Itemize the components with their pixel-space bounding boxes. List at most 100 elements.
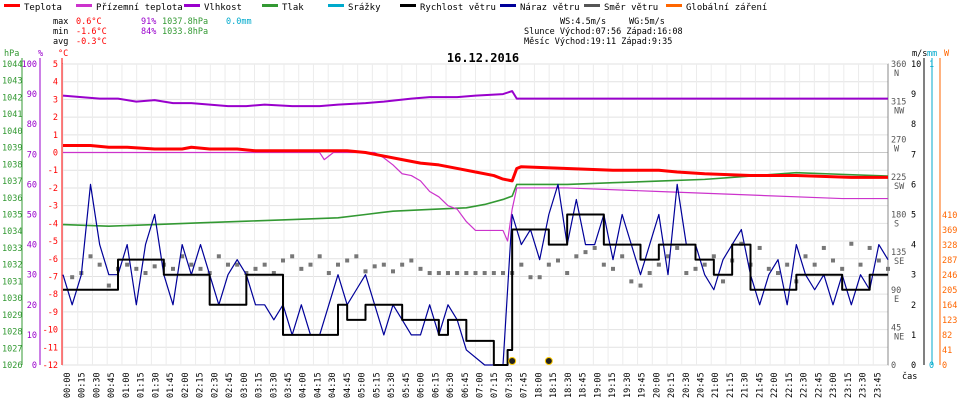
x-tick: 07:15 bbox=[490, 372, 500, 398]
x-tick: 07:45 bbox=[520, 372, 530, 398]
wind-direction-point bbox=[281, 258, 285, 263]
wind-direction-point bbox=[391, 269, 395, 274]
wind-direction-point bbox=[821, 245, 826, 250]
degc-tick: 5 bbox=[53, 60, 58, 70]
ms-tick: 7 bbox=[911, 150, 916, 160]
wind-direction-point bbox=[629, 279, 634, 284]
dir-tick: 315 bbox=[891, 98, 906, 108]
wind-direction-point bbox=[189, 262, 194, 267]
ms-tick: 2 bbox=[911, 301, 916, 311]
pct-tick: 60 bbox=[27, 180, 37, 190]
hpa-tick: 1042 bbox=[2, 93, 22, 103]
dir-tick-name: W bbox=[894, 144, 900, 154]
x-tick: 02:30 bbox=[210, 372, 220, 398]
wind-direction-point bbox=[501, 271, 505, 276]
series-marks bbox=[62, 90, 890, 366]
wind-direction-point bbox=[693, 266, 698, 271]
x-tick: 03:30 bbox=[269, 372, 279, 398]
degc-tick: -12 bbox=[43, 361, 58, 371]
ms-tick: 9 bbox=[911, 90, 916, 100]
wind-direction-point bbox=[684, 271, 689, 276]
x-tick: 18:00 bbox=[534, 372, 544, 398]
hpa-tick: 1031 bbox=[2, 277, 22, 287]
legend-item: Směr větru bbox=[584, 3, 658, 13]
x-tick: 00:45 bbox=[107, 372, 117, 398]
hpa-tick: 1030 bbox=[2, 294, 22, 304]
mm-tick: 1 bbox=[929, 60, 934, 70]
hpa-tick: 1026 bbox=[2, 361, 22, 371]
wind-direction-point bbox=[638, 283, 643, 288]
dir-tick: 90 bbox=[891, 286, 901, 296]
wind-direction-point bbox=[491, 271, 496, 276]
dir-tick-name: SW bbox=[894, 182, 905, 192]
wind-direction-point bbox=[886, 266, 890, 271]
stats-block: max 0.6°C 91% 1037.8hPa 0.0mm min -1.6°C 84% 103… bbox=[53, 17, 252, 47]
degc-tick: -2 bbox=[48, 184, 58, 194]
dir-tick-name: NW bbox=[894, 107, 905, 117]
wind-direction-point bbox=[858, 262, 863, 267]
series-ground-temperature bbox=[63, 151, 888, 242]
pct-tick: 10 bbox=[27, 331, 37, 341]
wind-direction-point bbox=[143, 271, 148, 276]
pct-tick: 50 bbox=[27, 211, 37, 221]
wind-direction-point bbox=[831, 258, 835, 263]
x-tick: 07:00 bbox=[476, 372, 486, 398]
legend-swatch bbox=[328, 4, 344, 7]
wind-direction-point bbox=[235, 262, 240, 267]
x-tick: 06:15 bbox=[431, 372, 441, 398]
stat-value: 1037.8hPa bbox=[162, 17, 208, 27]
w-tick: 246 bbox=[942, 271, 957, 281]
x-tick: 22:00 bbox=[770, 372, 780, 398]
x-tick: 07:30 bbox=[505, 372, 515, 398]
hpa-axis-label: hPa bbox=[4, 49, 19, 59]
legend-label: Náraz větru bbox=[520, 3, 580, 13]
wind-direction-point bbox=[308, 262, 313, 267]
w-tick: 123 bbox=[942, 316, 957, 326]
legend-label: Globální záření bbox=[686, 3, 767, 13]
dir-tick-name: N bbox=[894, 69, 899, 79]
series-wind-gust bbox=[62, 183, 889, 366]
dir-tick-name: NE bbox=[894, 332, 904, 342]
wind-direction-point bbox=[711, 254, 716, 259]
pct-axis-label: % bbox=[38, 49, 43, 59]
dir-tick: 135 bbox=[891, 248, 906, 258]
x-tick: 21:15 bbox=[726, 372, 736, 398]
stat-value: -1.6°C bbox=[76, 27, 107, 37]
degc-tick: -5 bbox=[48, 237, 58, 247]
wind-direction-point bbox=[363, 269, 368, 274]
x-tick: 23:15 bbox=[844, 372, 854, 398]
plot-area bbox=[62, 63, 889, 366]
legend-item: Tlak bbox=[262, 3, 304, 13]
legend-swatch bbox=[500, 4, 516, 7]
stat-value: 91% bbox=[141, 17, 156, 27]
legend-label: Tlak bbox=[282, 3, 304, 13]
legend-item: Vlhkost bbox=[184, 3, 242, 13]
wind-direction-point bbox=[427, 271, 432, 276]
pct-tick: 100 bbox=[22, 60, 37, 70]
ms-tick: 1 bbox=[911, 331, 916, 341]
x-tick: 05:15 bbox=[372, 372, 382, 398]
wind-direction-point bbox=[70, 275, 75, 280]
wind-direction-point bbox=[776, 271, 780, 276]
x-tick: 00:30 bbox=[92, 372, 102, 398]
wind-direction-point bbox=[418, 266, 423, 271]
wind-direction-point bbox=[482, 271, 487, 276]
legend-item: Náraz větru bbox=[500, 3, 580, 13]
chart-date-title: 16.12.2016 bbox=[447, 51, 519, 65]
wind-direction-point bbox=[171, 266, 175, 271]
x-tick: 19:45 bbox=[638, 372, 648, 398]
hpa-tick: 1039 bbox=[2, 144, 22, 154]
x-tick: 00:15 bbox=[78, 372, 88, 398]
hpa-tick: 1040 bbox=[2, 127, 22, 137]
wind-direction-point bbox=[317, 254, 322, 259]
wind-direction-point bbox=[455, 271, 460, 276]
wind-direction-point bbox=[271, 271, 276, 276]
pct-tick: 90 bbox=[27, 90, 37, 100]
wind-speed-avg: WS:4.5m/s bbox=[560, 17, 606, 27]
hpa-tick: 1041 bbox=[2, 110, 22, 120]
legend-swatch bbox=[184, 4, 200, 7]
x-tick: 01:00 bbox=[122, 372, 132, 398]
w-axis-label: W bbox=[944, 49, 950, 59]
degc-tick: 1 bbox=[53, 131, 58, 141]
